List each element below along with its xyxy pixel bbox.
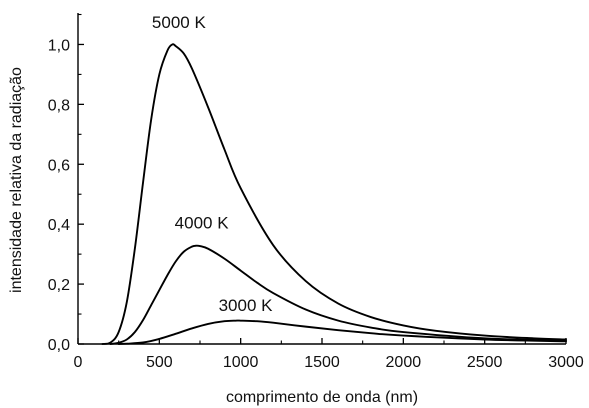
y-tick-label: 0,6 [48, 157, 70, 174]
x-tick-labels: 0 500 1000 1500 2000 2500 3000 [74, 354, 584, 371]
plot-area [77, 13, 567, 345]
y-tick-label: 0,2 [48, 277, 70, 294]
y-tick-label: 0,0 [48, 337, 70, 354]
y-tick-label: 0,8 [48, 97, 70, 114]
x-tick-label: 0 [74, 354, 83, 371]
axis-ticks [77, 13, 567, 345]
x-tick-label: 3000 [548, 354, 584, 371]
curve-label: 4000 K [175, 214, 230, 233]
series-line-4000-k [109, 244, 567, 345]
y-axis-label: intensidade relativa da radiação [8, 67, 25, 293]
y-tick-label: 1,0 [48, 37, 70, 54]
x-tick-label: 500 [146, 354, 173, 371]
curve-annotations: 5000 K 4000 K 3000 K [152, 13, 273, 315]
series-group [101, 43, 567, 345]
series-line-5000-k [101, 43, 567, 345]
y-tick-label: 0,4 [48, 217, 70, 234]
curve-label: 5000 K [152, 13, 207, 32]
x-tick-label: 2000 [386, 354, 422, 371]
curve-label: 3000 K [219, 296, 274, 315]
x-tick-label: 1500 [304, 354, 340, 371]
x-tick-label: 2500 [467, 354, 503, 371]
x-tick-label: 1000 [223, 354, 259, 371]
series-line-3000-k [117, 319, 567, 345]
y-tick-labels: 0,0 0,2 0,4 0,6 0,8 1,0 [48, 37, 70, 354]
x-axis-label: comprimento de onda (nm) [226, 389, 418, 406]
